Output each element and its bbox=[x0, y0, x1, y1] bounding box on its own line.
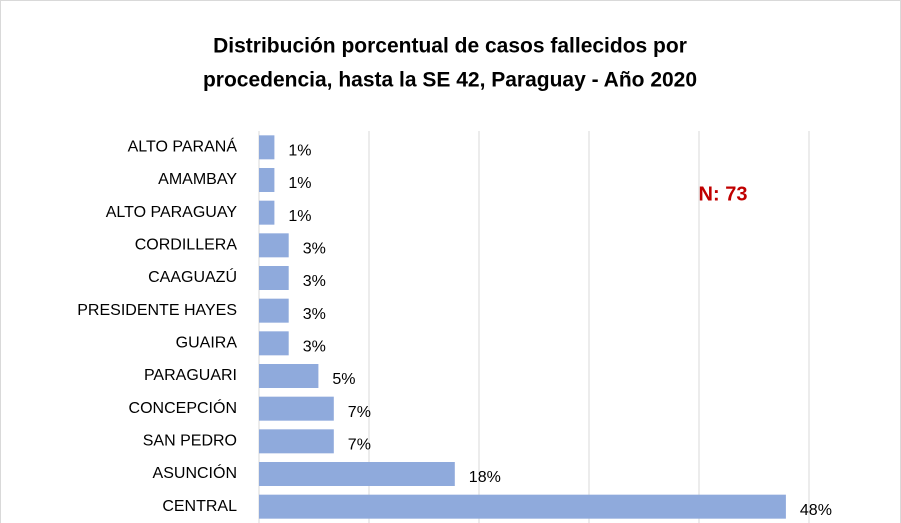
bar bbox=[259, 429, 334, 454]
data-label: 5% bbox=[332, 371, 355, 388]
data-label: 7% bbox=[348, 404, 371, 421]
chart-title: procedencia, hasta la SE 42, Paraguay - … bbox=[203, 69, 697, 92]
data-label: 3% bbox=[303, 306, 326, 323]
y-tick-label: ASUNCIÓN bbox=[153, 463, 237, 482]
data-label: 3% bbox=[303, 273, 326, 290]
bar bbox=[259, 331, 289, 356]
annotation: N: 73 bbox=[699, 183, 748, 205]
data-label: 3% bbox=[303, 241, 326, 258]
data-label: 1% bbox=[288, 143, 311, 160]
chart-title: Distribución porcentual de casos falleci… bbox=[213, 35, 687, 58]
bar bbox=[259, 135, 275, 160]
bar bbox=[259, 494, 786, 519]
bar bbox=[259, 396, 334, 421]
data-label: 48% bbox=[800, 502, 832, 519]
y-tick-label: ALTO PARAGUAY bbox=[106, 204, 238, 221]
y-tick-label: PRESIDENTE HAYES bbox=[77, 302, 237, 319]
y-tick-label: PARAGUARI bbox=[144, 367, 237, 384]
data-label: 1% bbox=[288, 175, 311, 192]
y-tick-label: CONCEPCIÓN bbox=[129, 398, 237, 417]
data-label: 7% bbox=[348, 437, 371, 454]
y-tick-label: GUAIRA bbox=[176, 335, 238, 352]
bar bbox=[259, 266, 289, 290]
bar bbox=[259, 233, 289, 258]
y-tick-label: SAN PEDRO bbox=[143, 433, 237, 450]
y-tick-label: CORDILLERA bbox=[135, 237, 238, 254]
y-tick-label: ALTO PARANÁ bbox=[128, 137, 238, 156]
y-tick-label: CENTRAL bbox=[162, 498, 237, 515]
data-label: 3% bbox=[303, 339, 326, 356]
bar bbox=[259, 200, 275, 225]
bar bbox=[259, 364, 319, 388]
bar bbox=[259, 168, 275, 192]
bar bbox=[259, 298, 289, 323]
data-label: 18% bbox=[469, 469, 501, 486]
bar bbox=[259, 462, 455, 486]
y-tick-label: AMAMBAY bbox=[158, 171, 237, 188]
y-tick-label: CAAGUAZÚ bbox=[148, 267, 237, 286]
data-label: 1% bbox=[288, 208, 311, 225]
